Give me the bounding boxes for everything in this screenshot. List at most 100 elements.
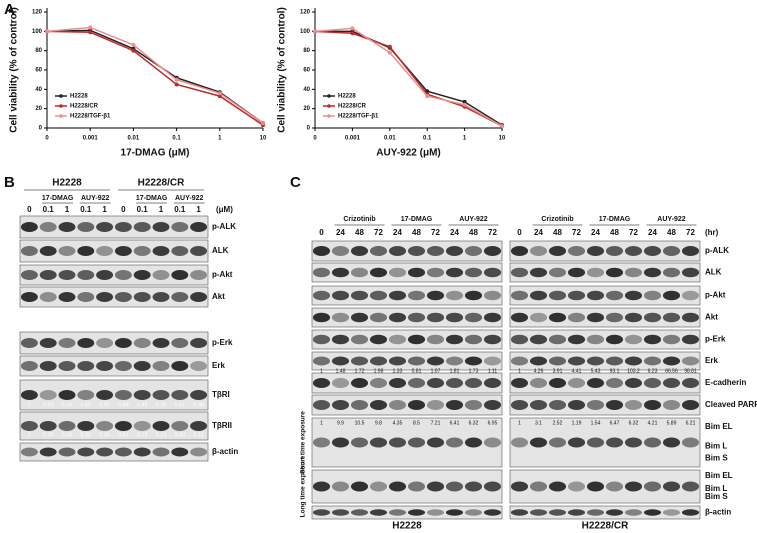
quant-label: 0.97 — [99, 402, 110, 408]
quant-label: 0.15 — [62, 432, 73, 438]
blot-band — [114, 390, 132, 400]
quant-label: 4.41 — [572, 368, 582, 374]
quant-label: 3.1 — [535, 420, 542, 426]
blot-band — [464, 356, 483, 366]
y-tick-label: 60 — [35, 68, 42, 74]
blot-band — [20, 338, 38, 348]
blot-band — [312, 378, 331, 388]
blot-band — [58, 222, 76, 232]
blot-band — [20, 270, 38, 280]
blot-band — [312, 290, 331, 301]
blot-band — [426, 509, 445, 516]
lane-label: 1 — [65, 205, 70, 214]
series-line — [314, 30, 503, 127]
blot-band — [529, 334, 548, 345]
blot-band — [312, 400, 331, 410]
blot-band — [171, 292, 189, 302]
blot-band — [369, 267, 388, 278]
blot-band — [586, 312, 605, 323]
drug-label: Crizotinib — [541, 216, 573, 223]
row-label: p-Akt — [705, 291, 726, 300]
blot-band — [152, 222, 170, 232]
blot-band — [369, 290, 388, 301]
blot-band — [483, 356, 502, 366]
data-point — [261, 121, 265, 126]
blot-band — [445, 267, 464, 278]
drug-label: AUY-922 — [459, 216, 488, 223]
series-line — [46, 30, 264, 126]
blot-band — [331, 356, 350, 366]
legend-marker — [327, 104, 331, 108]
quant-label: 6.47 — [610, 420, 620, 426]
drug-label: 17-DMAG — [599, 216, 631, 223]
blot-band — [152, 270, 170, 280]
quant-label: 2.52 — [553, 420, 563, 426]
blot-band — [350, 509, 369, 516]
blot-band — [133, 246, 151, 256]
quant-label: 0.29 — [43, 432, 54, 438]
quant-label: 1 — [320, 368, 323, 374]
lane-label: 72 — [488, 228, 497, 237]
blot-frame — [19, 331, 209, 355]
blot-band — [407, 246, 426, 256]
blot-band — [171, 246, 189, 256]
blot-band — [624, 267, 643, 278]
blot-band — [39, 361, 57, 371]
data-point — [174, 77, 179, 82]
row-label: ALK — [212, 246, 229, 255]
blot-band — [510, 437, 529, 448]
quant-label: 1 — [28, 402, 31, 408]
quant-label: 7.21 — [431, 420, 441, 426]
data-point — [387, 50, 392, 55]
drug-label: 17-DMAG — [42, 195, 74, 202]
blot-band — [586, 481, 605, 492]
blot-band — [407, 356, 426, 366]
blot-band — [529, 481, 548, 492]
quant-label: 8.5 — [413, 420, 420, 426]
blot-band — [624, 378, 643, 388]
blot-band — [445, 437, 464, 448]
row-label: Bim S — [705, 453, 728, 462]
blot-band — [605, 437, 624, 448]
y-tick-label: 40 — [303, 87, 310, 93]
blot-band — [426, 437, 445, 448]
blot-band — [548, 290, 567, 301]
blot-band — [445, 290, 464, 301]
blot-band — [350, 378, 369, 388]
quant-label: 93.1 — [610, 368, 620, 374]
blot-band — [464, 290, 483, 301]
lane-label: 48 — [610, 228, 619, 237]
x-tick-label: 10 — [499, 136, 506, 142]
blot-band — [586, 356, 605, 366]
blot-band — [331, 437, 350, 448]
blot-band — [350, 356, 369, 366]
quant-label: 0.57 — [118, 432, 129, 438]
blot-band — [529, 400, 548, 410]
x-tick-label: 1 — [218, 136, 222, 142]
blot-band — [350, 334, 369, 345]
blot-band — [662, 246, 681, 256]
quant-label: 0.11 — [193, 432, 203, 438]
y-tick-label: 20 — [35, 106, 42, 112]
blot-band — [529, 290, 548, 301]
data-point — [88, 25, 93, 30]
blot-band — [312, 509, 331, 516]
blot-band — [369, 378, 388, 388]
quant-label: 3.91 — [553, 368, 563, 374]
blot-band — [77, 421, 95, 431]
blot-band — [548, 378, 567, 388]
blot-band — [586, 400, 605, 410]
blot-band — [20, 222, 38, 232]
row-label: p-ALK — [705, 246, 729, 255]
blot-band — [681, 334, 700, 345]
lane-label: 1 — [102, 205, 107, 214]
blot-band — [624, 509, 643, 516]
data-point — [45, 29, 49, 34]
quant-label: 0.34 — [174, 432, 185, 438]
blot-band — [369, 481, 388, 492]
blot-band — [369, 437, 388, 448]
blot-band — [171, 421, 189, 431]
blot-band — [567, 437, 586, 448]
blot-band — [548, 400, 567, 410]
quant-label: 0.19 — [137, 432, 148, 438]
